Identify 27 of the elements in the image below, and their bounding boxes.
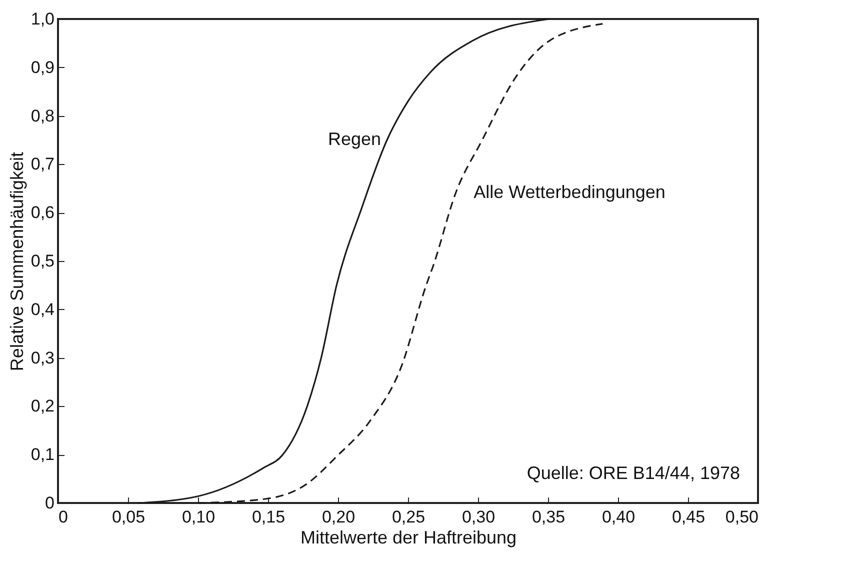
y-tick-label: 0,4 <box>30 300 54 319</box>
x-tick-label: 0,45 <box>672 508 706 526</box>
y-tick-label: 0,8 <box>30 106 54 126</box>
x-axis-title: Mittelwerte der Haftreibung <box>300 528 517 548</box>
series-label: Alle Wetterbedingungen <box>474 182 666 202</box>
y-tick-label: 0,5 <box>30 252 54 270</box>
y-tick-label: 0,7 <box>30 154 54 174</box>
x-tick-label: 0,40 <box>602 508 636 526</box>
x-tick-label: 0,25 <box>392 508 426 526</box>
y-axis-title: Relative Summenhäufigkeit <box>6 152 27 372</box>
x-tick-label: 0,15 <box>252 508 286 526</box>
x-tick-label: 0 <box>58 508 68 526</box>
x-tick-label: 0,30 <box>462 508 496 526</box>
y-tick-label: 0,6 <box>30 203 54 222</box>
y-tick-label: 0,9 <box>30 58 54 77</box>
x-tick-label: 0,35 <box>532 508 566 526</box>
series-label: Regen <box>328 129 381 149</box>
y-tick-label: 0,3 <box>30 348 54 368</box>
x-tick-label: 0,50 <box>725 508 758 526</box>
y-tick-label: 0 <box>45 494 54 512</box>
y-tick-label: 0,1 <box>30 445 54 464</box>
x-tick-label: 0,05 <box>112 508 146 526</box>
x-tick-label: 0,10 <box>182 508 216 526</box>
y-tick-label: 0,2 <box>30 396 54 416</box>
annotation: Quelle: ORE B14/44, 1978 <box>526 463 740 483</box>
y-tick-label: 1,0 <box>30 10 54 28</box>
x-tick-label: 0,20 <box>322 508 356 526</box>
